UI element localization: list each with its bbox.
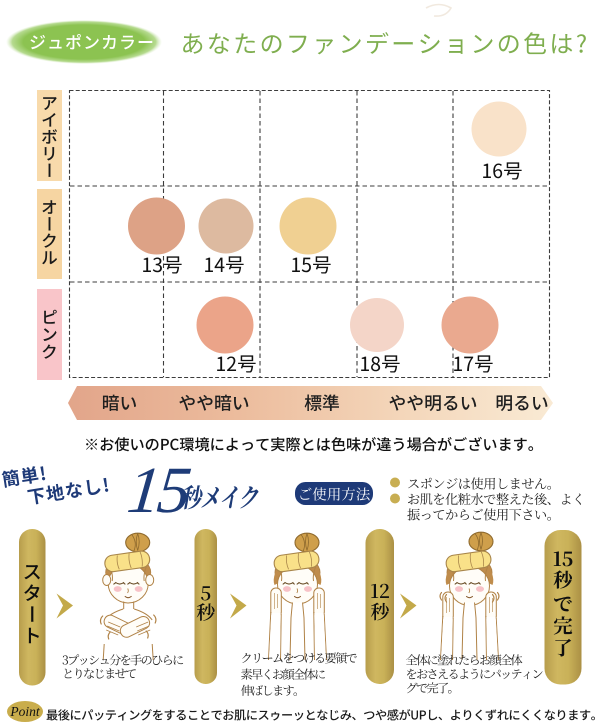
svg-text:15: 15 <box>124 454 194 527</box>
svg-text:Point: Point <box>9 704 40 719</box>
